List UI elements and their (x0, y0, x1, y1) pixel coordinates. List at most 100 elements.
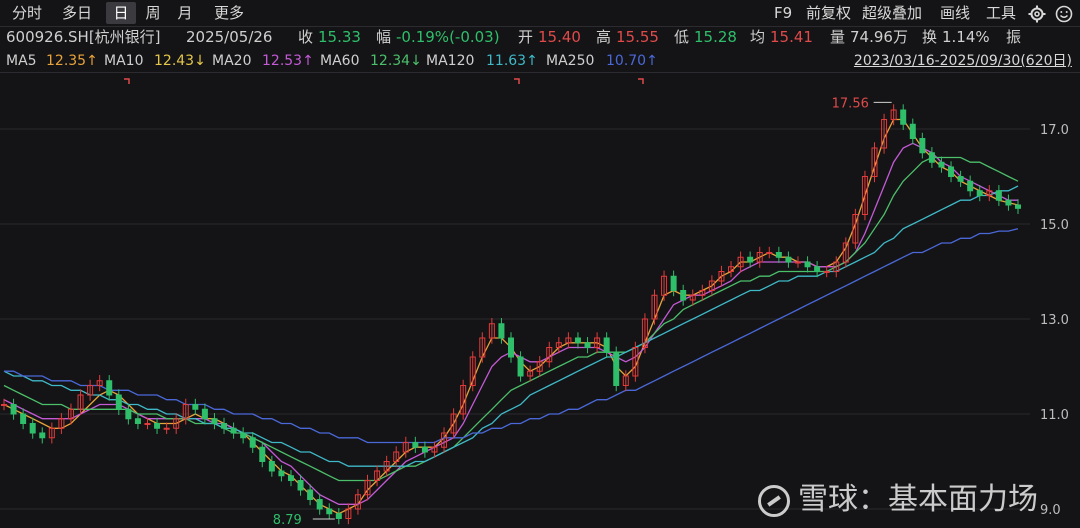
tab-multiday[interactable]: 多日 (61, 4, 92, 22)
candle-body (603, 337, 610, 353)
overlay-button[interactable]: 超级叠加 (862, 4, 923, 22)
candle-body (928, 152, 935, 163)
candle-body (1015, 204, 1021, 209)
candle-body (259, 446, 266, 462)
candle-body (67, 408, 74, 420)
y-tick-label: 11.0 (1040, 408, 1069, 423)
price-chart[interactable]: 17.0 15.0 13.0 11.0 9.0 17.56 8.79 (0, 72, 1080, 528)
candle-body (211, 418, 218, 424)
turnover-label: 换 (922, 28, 938, 46)
candle-body (670, 275, 677, 291)
candle-body (632, 347, 639, 377)
candle-body (268, 461, 275, 472)
low-marker-label: 8.79 (273, 513, 302, 528)
candle-body (154, 423, 161, 429)
candle-body (689, 294, 696, 301)
candle-body (441, 432, 448, 448)
candle-body (287, 475, 294, 481)
candle-body (938, 161, 945, 168)
candle-body (1, 404, 7, 406)
high-label: 高 (596, 28, 612, 46)
candle-body (326, 508, 333, 515)
candle-body (594, 337, 601, 348)
candle-body (718, 271, 725, 282)
quote-date: 2025/05/26 (186, 28, 273, 46)
y-tick-label: 17.0 (1040, 123, 1069, 138)
high-value: 15.55 (616, 28, 659, 46)
tab-monthly[interactable]: 月 (177, 4, 193, 22)
candle-body (584, 342, 591, 348)
chart-annotations: 17.56 8.79 (124, 78, 892, 528)
candle-body (144, 423, 151, 425)
candle-body (957, 176, 964, 182)
candle-body (737, 256, 744, 268)
candle-body (221, 423, 228, 429)
series-line-ma120 (3, 185, 1019, 467)
watermark: 雪球：基本面力场 (758, 474, 1038, 518)
gear-icon[interactable] (1028, 5, 1046, 23)
volume-label: 量 (830, 28, 846, 46)
ma10-value: 12.43↓ (154, 53, 206, 69)
ma120-value: 11.63↑ (486, 53, 538, 69)
high-marker-label: 17.56 (832, 96, 869, 111)
ma-lines (3, 118, 1019, 515)
tab-daily[interactable]: 日 (106, 2, 136, 24)
change-value: -0.19%(-0.03) (396, 28, 500, 46)
candle-body (986, 190, 993, 196)
ma20-label: MA20 (212, 53, 252, 69)
candle-body (613, 351, 620, 386)
series-line-ma250 (4, 228, 1019, 444)
fq-button[interactable]: 前复权 (806, 4, 852, 22)
change-label: 幅 (376, 28, 392, 46)
smiley-icon[interactable] (1055, 5, 1073, 23)
ma60-label: MA60 (320, 53, 360, 69)
candle-body (622, 375, 629, 386)
candle-body (307, 489, 314, 500)
ma250-label: MA250 (546, 53, 595, 69)
candle-body (335, 513, 342, 519)
candle-body (919, 138, 926, 154)
candle-body (460, 385, 467, 415)
candle-body (900, 109, 907, 125)
candle-body (383, 461, 390, 472)
date-range-selector[interactable]: 2023/03/16-2025/09/30(620日) (853, 53, 1072, 69)
candle-body (708, 280, 715, 291)
period-toolbar: 分时 多日 日 周 月 更多 F9 前复权 超级叠加 画线 工具 (0, 0, 1080, 26)
candle-body (785, 256, 792, 263)
candle-body (77, 394, 84, 410)
event-flag-icon (124, 78, 130, 84)
stock-symbol[interactable]: 600926.SH[杭州银行] (6, 28, 161, 46)
tab-more[interactable]: 更多 (213, 4, 244, 22)
y-tick-label: 15.0 (1040, 218, 1069, 233)
candle-body (249, 437, 256, 448)
f9-button[interactable]: F9 (774, 4, 793, 22)
candle-body (106, 380, 113, 396)
candle-body (814, 266, 821, 272)
chart-grid: 17.0 15.0 13.0 11.0 9.0 (0, 123, 1069, 518)
volume-value: 74.96万 (850, 28, 908, 46)
candle-body (488, 323, 495, 339)
candle-body (297, 480, 304, 491)
open-label: 开 (518, 28, 534, 46)
candle-body (431, 446, 438, 453)
tools-button[interactable]: 工具 (986, 4, 1017, 22)
candle-body (163, 427, 170, 430)
candle-body (680, 290, 687, 301)
candle-body (775, 252, 782, 258)
candle-body (479, 337, 486, 358)
candle-body (1005, 199, 1012, 206)
low-value: 15.28 (694, 28, 737, 46)
tab-weekly[interactable]: 周 (145, 4, 161, 22)
candle-body (364, 480, 371, 496)
low-label: 低 (674, 28, 690, 46)
candle-body (517, 356, 524, 377)
candle-body (508, 337, 514, 358)
candle-body (498, 323, 505, 339)
ma60-value: 12.34↓ (370, 53, 422, 69)
y-tick-label: 9.0 (1040, 503, 1061, 518)
candle-body (39, 432, 46, 439)
amplitude-label: 振 (1006, 28, 1022, 46)
draw-button[interactable]: 画线 (940, 4, 971, 22)
tab-fenshi[interactable]: 分时 (11, 4, 42, 22)
candle-body (909, 123, 916, 139)
